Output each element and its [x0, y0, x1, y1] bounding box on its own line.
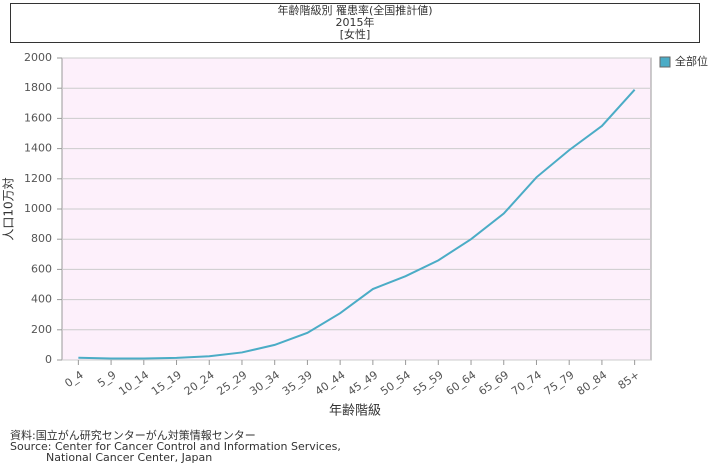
- y-tick-label: 600: [31, 262, 52, 275]
- x-tick-label: 35_39: [280, 368, 315, 398]
- x-tick-label: 45_49: [345, 368, 380, 398]
- chart-subtitle: [女性]: [340, 27, 371, 41]
- y-tick-label: 2000: [24, 51, 52, 64]
- x-tick-label: 20_24: [182, 368, 217, 398]
- x-tick-label: 30_34: [247, 368, 282, 398]
- y-tick-label: 1800: [24, 81, 52, 94]
- x-tick-label: 75_79: [542, 368, 577, 398]
- legend-label: 全部位: [675, 54, 708, 68]
- x-tick-label: 85+: [616, 368, 642, 392]
- y-tick-label: 1400: [24, 142, 52, 155]
- y-tick-label: 800: [31, 232, 52, 245]
- y-tick-label: 1000: [24, 202, 52, 215]
- x-tick-label: 40_44: [313, 368, 348, 398]
- x-tick-label: 60_64: [444, 368, 479, 398]
- y-tick-label: 0: [45, 353, 52, 366]
- chart-subtitle: 2015年: [336, 15, 375, 29]
- x-tick-label: 5_9: [95, 368, 118, 390]
- title-box: [10, 3, 700, 43]
- x-tick-label: 25_29: [215, 368, 250, 398]
- x-tick-label: 80_84: [574, 368, 609, 398]
- x-tick-label: 70_74: [509, 368, 544, 398]
- source: Source: Center for Cancer Control and In…: [10, 440, 341, 453]
- line: [78, 89, 636, 360]
- x-axis-label: 年齢階級: [329, 404, 381, 419]
- x-tick-label: 15_19: [149, 368, 184, 398]
- legend-swatch: [659, 56, 671, 68]
- source: National Cancer Center, Japan: [46, 451, 212, 464]
- x-tick-label: 55_59: [411, 368, 446, 398]
- y-tick-label: 200: [31, 323, 52, 336]
- y-tick-label: 1600: [24, 111, 52, 124]
- x-tick-label: 10_14: [116, 368, 151, 398]
- source: 資料:国立がん研究センターがん対策情報センター: [10, 428, 256, 442]
- x-tick-label: 50_54: [378, 368, 413, 398]
- y-axis-label: 人口10万対: [2, 177, 16, 240]
- x-tick-label: 65_69: [476, 368, 511, 398]
- x-tick-label: 0_4: [62, 368, 85, 390]
- y-tick-label: 1200: [24, 172, 52, 185]
- chart-title: 年齢階級別 罹患率(全国推計値): [277, 3, 432, 17]
- y-tick-label: 400: [31, 293, 52, 306]
